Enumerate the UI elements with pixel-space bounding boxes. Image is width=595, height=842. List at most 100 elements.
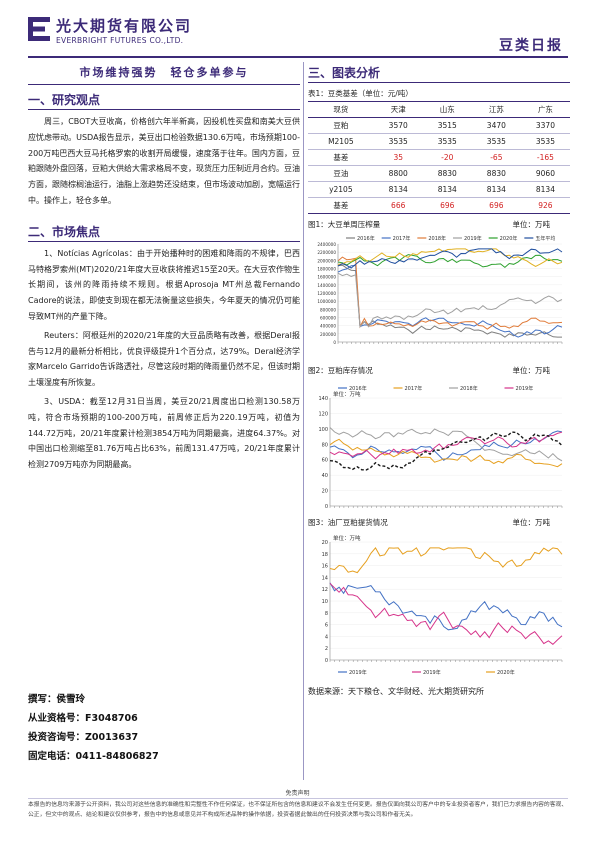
y-tick-label: 1600000 — [317, 275, 336, 280]
y-tick-label: 8 — [325, 611, 328, 617]
y-tick-label: 120 — [318, 411, 328, 417]
legend-label: 2020年 — [497, 669, 515, 676]
right-column: 三、图表分析 表1：豆类基差（单位：元/吨） 现货 天津 山东 江苏 广东 豆粕 3570 3… — [308, 62, 570, 697]
author-name: 撰写：侯雪玲 — [28, 694, 86, 705]
table-row-label: 豆油 — [308, 165, 374, 182]
legend-label: 2020年 — [500, 235, 518, 242]
figure-2-title: 图2：豆粕库存情况 — [308, 366, 373, 375]
y-tick-label: 14 — [322, 575, 328, 581]
figure-3-title: 图3：油厂豆粕提货情况 — [308, 518, 388, 527]
legend-label: 2018年 — [460, 385, 478, 392]
y-axis-label: 单位：万吨 — [333, 534, 361, 542]
y-tick-label: 4 — [325, 634, 328, 640]
column-divider — [303, 62, 304, 780]
y-tick-label: 20 — [322, 540, 328, 546]
series-line — [337, 272, 563, 328]
headline-banner: 市场维持强势 轻仓多单参与 — [79, 66, 249, 79]
y-tick-label: 1000000 — [317, 299, 336, 304]
table-cell: 8134 — [471, 181, 521, 198]
legend-label: 五年平均 — [535, 235, 555, 242]
phone-number: 固定电话：0411-84806827 — [28, 751, 159, 762]
company-name-en: EVERBRIGHT FUTURES CO.,LTD. — [56, 36, 184, 45]
figure-1-title: 图1：大豆单周压榨量 — [308, 220, 381, 229]
y-tick-label: 16 — [322, 564, 328, 570]
table-cell: 3535 — [373, 133, 423, 150]
table-cell: 35 — [373, 149, 423, 166]
table-cell: -20 — [422, 149, 472, 166]
y-tick-label: 1400000 — [317, 283, 336, 288]
legend-label: 2017年 — [393, 235, 411, 242]
y-tick-label: 10 — [322, 599, 328, 605]
y-tick-label: 6 — [325, 623, 328, 629]
series-line — [337, 248, 563, 267]
figure-2-caption: 图2：豆粕库存情况 单位：万吨 — [308, 364, 570, 378]
table-row: 豆粕 3570 3515 3470 3370 — [308, 117, 570, 134]
y-tick-label: 800000 — [320, 307, 336, 312]
figure-3-chart: 20 18 16 14 12 10 8 6 4 2 0 单位：万吨 2019年 2019年 2020年 — [308, 530, 570, 680]
disclaimer-text: 本报告的信息均来源于公开资料，我公司对这些信息的准确性和完整性不作任何保证，也不… — [28, 802, 568, 818]
market-focus-paragraph-1: 1、Notícias Agrícolas：由于开始播种时的困难和降雨的不规律，巴… — [28, 248, 300, 321]
series-line — [337, 256, 563, 330]
table-row: y2105 8134 8134 8134 8134 — [308, 181, 570, 198]
legend-label: 2017年 — [405, 385, 423, 392]
header-divider — [28, 56, 568, 58]
table-cell: 3535 — [422, 133, 472, 150]
figure-2-chart: 140 120 100 80 60 40 20 0 单位：万吨 2016年 2017年 2018年 20… — [308, 378, 570, 516]
section-market-focus-title: 二、市场焦点 — [28, 224, 101, 239]
table-header-cell: 天津 — [373, 101, 423, 118]
series-line — [329, 582, 563, 631]
table-cell: -165 — [520, 149, 570, 166]
qualification-number: 从业资格号：F3048706 — [28, 713, 138, 724]
series-line — [337, 254, 563, 269]
y-tick-label: 1200000 — [317, 291, 336, 296]
table-cell: 8830 — [471, 165, 521, 182]
y-tick-label: 12 — [322, 587, 328, 593]
table-header-cell: 现货 — [308, 101, 374, 118]
table-row-label: 基差 — [308, 149, 374, 166]
figure-3-caption: 图3：油厂豆粕提货情况 单位：万吨 — [308, 516, 570, 530]
y-tick-label: 60 — [322, 458, 328, 464]
y-tick-label: 400000 — [320, 324, 336, 329]
table-cell: 3535 — [520, 133, 570, 150]
table-cell: 926 — [520, 197, 570, 214]
legend-label: 2016年 — [349, 385, 367, 392]
y-tick-label: 2 — [325, 646, 328, 652]
y-tick-label: 40 — [322, 473, 328, 479]
table-row: 基差 666 696 696 926 — [308, 197, 570, 214]
section-divider — [28, 240, 300, 242]
table-header-cell: 广东 — [520, 101, 570, 118]
y-tick-label: 0 — [325, 504, 328, 510]
table-header-cell: 山东 — [422, 101, 472, 118]
figure-2-unit: 单位：万吨 — [512, 366, 551, 375]
table-cell: 666 — [373, 197, 423, 214]
figure-1-svg: 2400000220000020000001800000160000014000… — [308, 232, 570, 364]
table-cell: 8134 — [520, 181, 570, 198]
table-cell: 696 — [471, 197, 521, 214]
legend-label: 2018年 — [428, 235, 446, 242]
series-line — [337, 248, 563, 269]
series-line — [329, 547, 563, 574]
series-line — [337, 264, 563, 338]
legend-label: 2019年 — [464, 235, 482, 242]
table-row: 基差 35 -20 -65 -165 — [308, 149, 570, 166]
table-cell: 8134 — [422, 181, 472, 198]
y-tick-label: 80 — [322, 442, 328, 448]
report-header: 光大期货有限公司 EVERBRIGHT FUTURES CO.,LTD. 豆类日… — [0, 0, 595, 60]
left-column: 市场维持强势 轻仓多单参与 一、研究观点 周三，CBOT大豆收高，价格创六年半新… — [28, 62, 300, 473]
section-divider — [308, 82, 570, 83]
series-line — [329, 427, 563, 462]
market-focus-paragraph-3: 3、USDA：截至12月31日当周，美豆20/21周度出口检测130.58万吨，… — [28, 396, 300, 470]
report-name: 豆类日报 — [499, 38, 563, 54]
section-divider — [28, 109, 300, 110]
y-tick-label: 100 — [318, 427, 328, 433]
table-cell: 3370 — [520, 117, 570, 134]
everbright-logo-icon — [28, 17, 50, 41]
y-tick-label: 18 — [322, 552, 328, 558]
table-caption: 表1：豆类基差（单位：元/吨） — [308, 89, 413, 98]
table-cell: 9060 — [520, 165, 570, 182]
table-cell: 3570 — [373, 117, 423, 134]
table-row: M2105 3535 3535 3535 3535 — [308, 133, 570, 150]
table-cell: -65 — [471, 149, 521, 166]
y-tick-label: 0 — [333, 340, 336, 345]
